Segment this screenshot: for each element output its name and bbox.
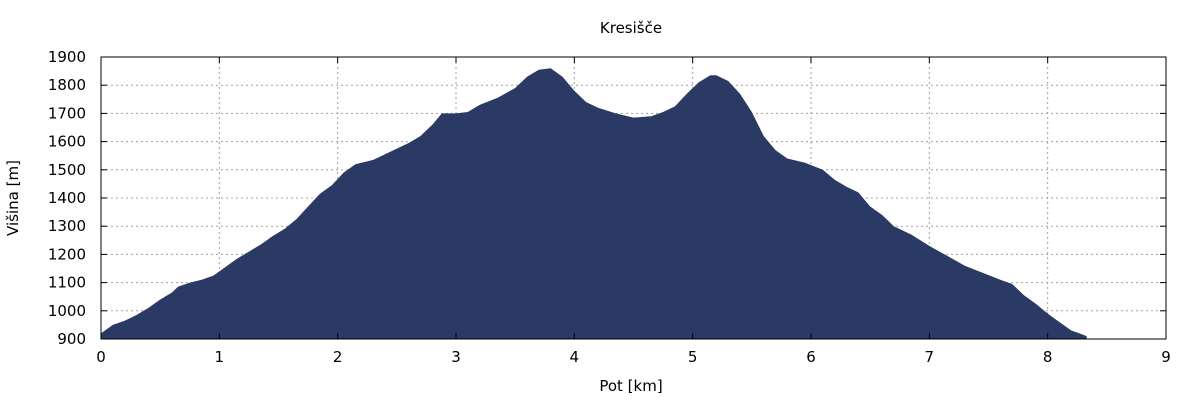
y-tick-label: 1200	[48, 245, 86, 263]
x-tick-label: 6	[806, 348, 816, 366]
y-tick-label: 1800	[48, 76, 86, 94]
x-tick-label: 8	[1043, 348, 1053, 366]
y-tick-label: 1300	[48, 217, 86, 235]
ticks: 0 1 2 3 4 5 6 7 8 9 900 1000 1100 1200 1300 1400 1500 160…	[48, 48, 1171, 366]
x-tick-label: 1	[215, 348, 225, 366]
y-tick-label: 1400	[48, 189, 86, 207]
y-tick-label: 1900	[48, 48, 86, 66]
x-tick-label: 5	[688, 348, 698, 366]
y-tick-label: 1700	[48, 104, 86, 122]
y-tick-label: 1000	[48, 302, 86, 320]
x-axis-label: Pot [km]	[599, 377, 662, 395]
x-tick-label: 4	[570, 348, 580, 366]
x-tick-label: 9	[1161, 348, 1171, 366]
elevation-area	[101, 68, 1087, 340]
x-tick-label: 3	[451, 348, 461, 366]
x-tick-label: 0	[96, 348, 106, 366]
x-tick-label: 2	[333, 348, 343, 366]
x-tick-label: 7	[925, 348, 935, 366]
y-tick-label: 1100	[48, 274, 86, 292]
y-tick-label: 1500	[48, 161, 86, 179]
chart-title: Kresišče	[600, 19, 662, 37]
y-tick-label: 900	[57, 330, 86, 348]
y-tick-label: 1600	[48, 133, 86, 151]
y-axis-label: Višina [m]	[4, 160, 22, 236]
